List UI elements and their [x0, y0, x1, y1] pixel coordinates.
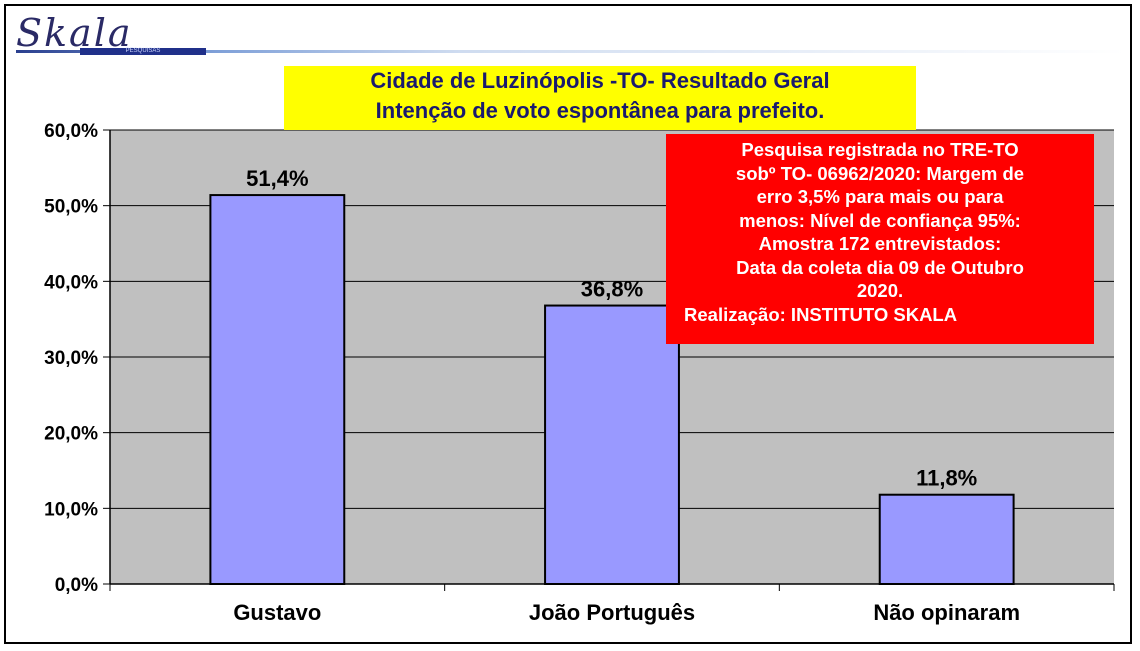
survey-info-line: menos: Nível de confiança 95%: [739, 209, 1021, 231]
logo-subtext: PESQUISAS [80, 48, 206, 55]
category-label: João Português [529, 600, 695, 625]
survey-info-line: Data da coleta dia 09 de Outubro [736, 256, 1024, 278]
chart-frame: Skala PESQUISAS 0,0% 10,0% 20,0% 30,0% 40,0%… [4, 4, 1132, 644]
survey-info-line: erro 3,5% para mais ou para [756, 186, 1004, 207]
logo-underline [16, 50, 1126, 53]
survey-info-box: Pesquisa registrada no TRE-TO sobº TO- 0… [666, 134, 1094, 344]
y-tick-label: 50,0% [44, 197, 98, 218]
category-label: Gustavo [233, 600, 321, 625]
bar-value-label: 11,8% [916, 466, 977, 491]
y-tick-label: 40,0% [44, 272, 98, 293]
logo-text: Skala [16, 11, 133, 55]
skala-logo: Skala PESQUISAS [16, 11, 1126, 55]
survey-info-line: sobº TO- 06962/2020: Margem de [735, 162, 1025, 184]
category-label: Não opinaram [873, 600, 1020, 625]
survey-info-line: Pesquisa registrada no TRE-TO [741, 139, 1019, 160]
survey-info-line: Realização: INSTITUTO SKALA [684, 303, 958, 325]
y-tick-label: 30,0% [44, 348, 98, 369]
survey-info-line: 2020. [856, 280, 904, 301]
bar [544, 304, 680, 585]
chart-title: Cidade de Luzinópolis -TO- Resultado Ger… [284, 66, 916, 130]
bar-value-label: 51,4% [246, 166, 308, 191]
bar-value-label: 36,8% [581, 277, 643, 302]
y-tick-label: 60,0% [44, 121, 98, 142]
y-tick-label: 0,0% [55, 575, 98, 596]
chart-title-line-2: Intenção de voto espontânea para prefeit… [375, 98, 825, 123]
bar [878, 493, 1015, 586]
bar [209, 194, 346, 585]
y-tick-label: 10,0% [44, 499, 98, 520]
survey-info-line: Amostra 172 entrevistados: [758, 233, 1002, 254]
y-tick-label: 20,0% [44, 424, 98, 445]
chart-title-line-1: Cidade de Luzinópolis -TO- Resultado Ger… [370, 68, 830, 93]
